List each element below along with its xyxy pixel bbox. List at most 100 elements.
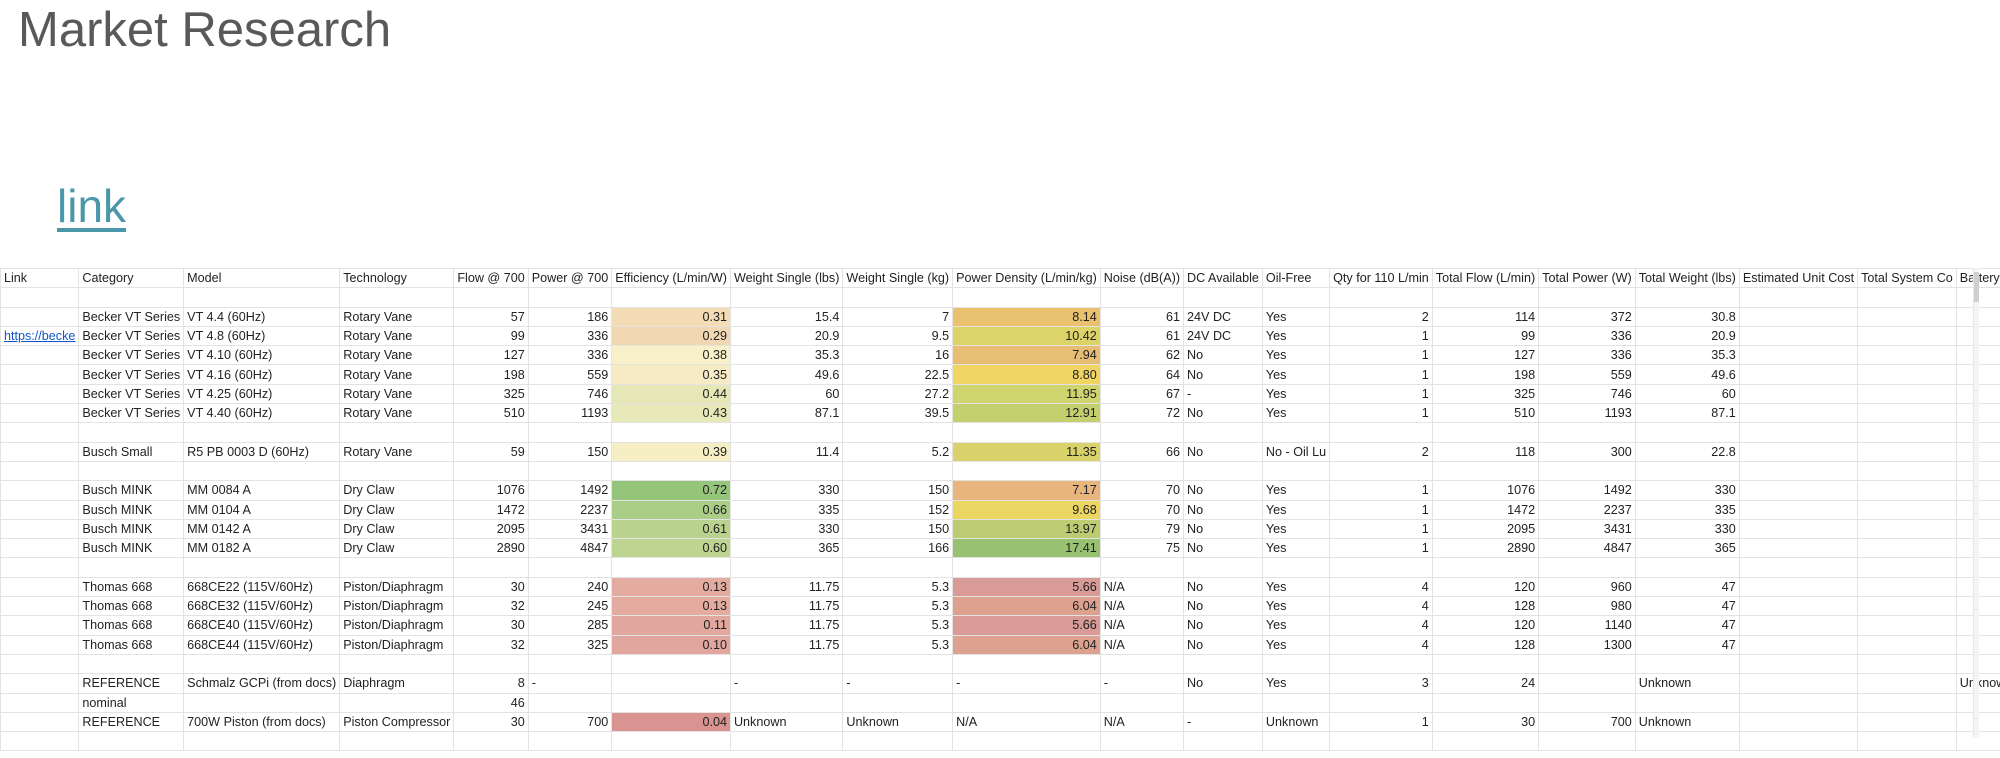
cell[interactable]: 4 (1329, 634, 1433, 655)
cell[interactable] (952, 422, 1101, 443)
cell[interactable]: 0.04 (611, 711, 731, 733)
cell[interactable]: 150 (842, 480, 954, 501)
cell[interactable] (1738, 731, 1859, 752)
cell[interactable]: Rotary Vane (339, 306, 455, 327)
cell[interactable] (1857, 364, 1957, 385)
column-header[interactable]: Total Flow (L/min) (1431, 267, 1540, 289)
cell[interactable] (527, 422, 613, 443)
cell[interactable] (952, 653, 1101, 675)
cell[interactable]: 285 (527, 615, 613, 636)
cell[interactable]: 10.42 (952, 325, 1101, 347)
cell[interactable]: Rotary Vane (339, 325, 455, 347)
cell[interactable]: 120 (1431, 615, 1540, 636)
cell[interactable]: N/A (1099, 615, 1185, 636)
cell[interactable]: Yes (1261, 673, 1331, 694)
cell[interactable]: 2095 (453, 518, 529, 540)
cell[interactable]: 30 (453, 615, 529, 636)
cell[interactable] (1857, 692, 1957, 713)
cell[interactable]: 70 (1099, 499, 1185, 520)
cell[interactable]: 3 (1329, 673, 1433, 694)
cell[interactable]: Busch MINK (78, 480, 185, 501)
cell[interactable]: N/A (1099, 576, 1185, 598)
cell[interactable]: 30 (1431, 711, 1540, 733)
cell[interactable] (1261, 557, 1331, 578)
cell[interactable] (1738, 692, 1859, 713)
cell[interactable] (78, 557, 185, 578)
cell[interactable]: 16 (842, 345, 954, 366)
cell[interactable]: 668CE32 (115V/60Hz) (183, 596, 341, 617)
cell[interactable] (1738, 596, 1859, 617)
cell[interactable] (1857, 653, 1957, 675)
cell[interactable] (952, 287, 1101, 308)
cell[interactable]: 186 (527, 306, 613, 327)
cell[interactable]: 22.5 (842, 364, 954, 385)
cell[interactable] (611, 731, 731, 752)
cell[interactable]: 9.68 (952, 499, 1101, 520)
cell[interactable] (1738, 364, 1859, 385)
cell[interactable]: 1 (1329, 383, 1433, 405)
cell[interactable] (611, 422, 731, 443)
cell[interactable] (952, 557, 1101, 578)
column-header[interactable]: Power @ 700 (527, 267, 613, 289)
cell[interactable]: 49.6 (1634, 364, 1740, 385)
column-header[interactable]: Efficiency (L/min/W) (611, 267, 731, 289)
cell[interactable]: 2890 (453, 538, 529, 559)
cell[interactable]: 2 (1329, 306, 1433, 327)
cell[interactable]: 6.04 (952, 596, 1101, 617)
cell[interactable]: Busch MINK (78, 499, 185, 520)
cell[interactable] (0, 692, 80, 713)
cell[interactable]: 15.4 (729, 306, 844, 327)
cell[interactable]: N/A (1099, 711, 1185, 733)
cell[interactable]: 35.3 (1634, 345, 1740, 366)
cell[interactable] (1099, 422, 1185, 443)
cell[interactable] (339, 731, 455, 752)
cell[interactable] (1329, 692, 1433, 713)
cell[interactable]: 72 (1099, 403, 1185, 424)
cell[interactable]: Yes (1261, 596, 1331, 617)
cell[interactable]: 510 (1431, 403, 1540, 424)
cell[interactable]: 1492 (1538, 480, 1636, 501)
column-header[interactable]: Oil-Free (1261, 267, 1331, 289)
cell[interactable]: VT 4.40 (60Hz) (183, 403, 341, 424)
cell[interactable]: 7.94 (952, 345, 1101, 366)
cell[interactable]: No (1183, 480, 1263, 501)
cell[interactable]: 79 (1099, 518, 1185, 540)
column-header[interactable]: Estimated Unit Cost (1738, 267, 1859, 289)
cell[interactable]: 8.80 (952, 364, 1101, 385)
cell[interactable] (339, 422, 455, 443)
cell[interactable]: 127 (1431, 345, 1540, 366)
cell[interactable] (729, 731, 844, 752)
cell[interactable]: 4847 (1538, 538, 1636, 559)
cell[interactable] (1329, 557, 1433, 578)
cell[interactable]: REFERENCE (78, 711, 185, 733)
cell[interactable] (1738, 499, 1859, 520)
cell[interactable] (1329, 460, 1433, 482)
cell[interactable] (611, 653, 731, 675)
cell[interactable]: Rotary Vane (339, 345, 455, 366)
cell[interactable] (0, 596, 80, 617)
cell[interactable]: 57 (453, 306, 529, 327)
cell[interactable] (453, 731, 529, 752)
cell[interactable] (1183, 692, 1263, 713)
cell[interactable]: 2237 (1538, 499, 1636, 520)
cell[interactable] (1634, 460, 1740, 482)
cell[interactable] (1099, 653, 1185, 675)
cell[interactable]: Piston/Diaphragm (339, 615, 455, 636)
cell[interactable]: 198 (1431, 364, 1540, 385)
cell[interactable] (1738, 441, 1859, 462)
cell[interactable]: 668CE40 (115V/60Hz) (183, 615, 341, 636)
cell[interactable] (611, 557, 731, 578)
cell[interactable]: 30 (453, 576, 529, 598)
cell[interactable] (1099, 287, 1185, 308)
cell[interactable]: 11.95 (952, 383, 1101, 405)
cell[interactable]: Yes (1261, 518, 1331, 540)
cell[interactable]: Becker VT Series (78, 364, 185, 385)
cell[interactable] (952, 731, 1101, 752)
cell[interactable] (0, 403, 80, 424)
cell[interactable]: 5.3 (842, 576, 954, 598)
cell[interactable] (527, 557, 613, 578)
cell[interactable] (1857, 403, 1957, 424)
cell[interactable]: 60 (1634, 383, 1740, 405)
cell[interactable] (1857, 480, 1957, 501)
cell[interactable] (1099, 731, 1185, 752)
